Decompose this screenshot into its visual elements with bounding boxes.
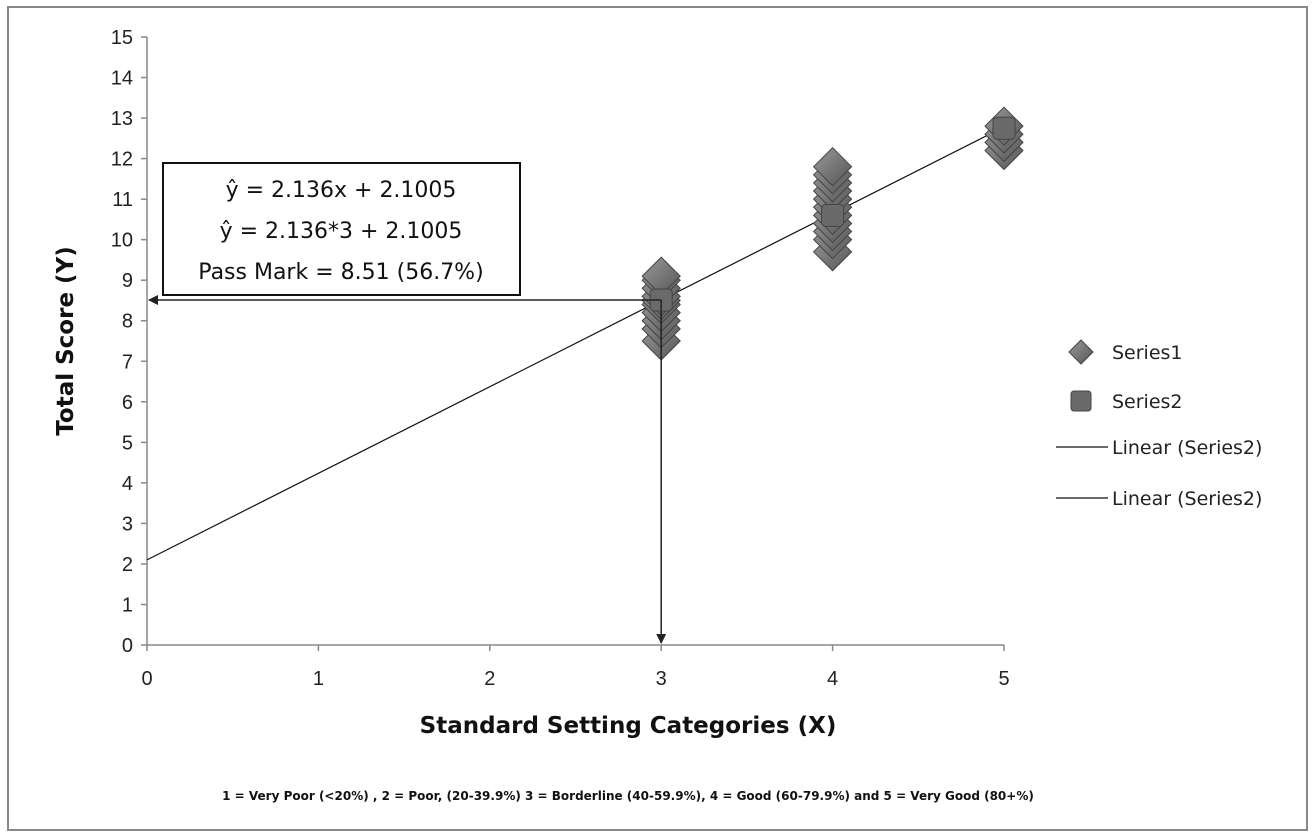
- chart-frame: [7, 6, 1308, 831]
- axes: [146, 37, 1004, 646]
- y-tick-label: 8: [122, 311, 133, 333]
- legend-trendline-label: Linear (Series2): [1112, 437, 1262, 459]
- x-ticks: 0 1 2 3 4 5: [141, 645, 1010, 690]
- y-tick-label: 11: [112, 189, 133, 211]
- series2-point: [992, 116, 1016, 140]
- y-tick-label: 14: [111, 68, 133, 90]
- x-tick-label: 5: [998, 668, 1009, 690]
- x-tick-label: 2: [484, 668, 495, 690]
- legend: Series1 Series2 Linear (Series2) Linear (Se…: [1056, 339, 1262, 510]
- y-tick-label: 6: [122, 392, 133, 414]
- x-tick-label: 0: [141, 668, 152, 690]
- y-tick-label: 2: [122, 554, 133, 576]
- x-axis-title: Standard Setting Categories (X): [420, 713, 837, 739]
- y-tick-label: 13: [111, 108, 133, 130]
- trendline-layer: [146, 126, 1005, 561]
- equation-line-2: ŷ = 2.136*3 + 2.1005: [220, 219, 463, 244]
- x-tick-label: 3: [656, 668, 667, 690]
- y-tick-label: 3: [122, 513, 133, 535]
- series2-point: [821, 203, 845, 227]
- y-tick-label: 5: [122, 432, 133, 454]
- legend-series2-marker: [1070, 390, 1092, 412]
- y-tick-label: 12: [111, 149, 133, 171]
- legend-series1-marker: [1068, 339, 1094, 365]
- legend-trendline-label: Linear (Series2): [1112, 488, 1262, 510]
- category-footnote: 1 = Very Poor (<20%) , 2 = Poor, (20-39.…: [222, 789, 1034, 803]
- pass-mark-guides: [148, 295, 667, 644]
- legend-series1-label: Series1: [1112, 342, 1183, 364]
- x-tick-label: 1: [313, 668, 324, 690]
- y-tick-label: 15: [111, 27, 133, 49]
- y-tick-label: 0: [122, 635, 133, 657]
- trendline: [146, 126, 1005, 561]
- y-tick-label: 7: [122, 351, 133, 373]
- equation-line-3: Pass Mark = 8.51 (56.7%): [198, 260, 483, 285]
- y-tick-label: 4: [122, 473, 133, 495]
- y-tick-label: 9: [122, 270, 133, 292]
- y-axis-title: Total Score (Y): [53, 246, 79, 435]
- equation-box-border: [162, 162, 521, 296]
- x-tick-label: 4: [827, 668, 838, 690]
- y-tick-label: 10: [111, 230, 133, 252]
- equation-box: ŷ = 2.136x + 2.1005 ŷ = 2.136*3 + 2.1005…: [162, 162, 521, 296]
- points-layer: [641, 106, 1024, 361]
- legend-series2-label: Series2: [1112, 391, 1183, 413]
- equation-line-1: ŷ = 2.136x + 2.1005: [226, 178, 457, 203]
- y-tick-label: 1: [122, 594, 133, 616]
- series1-point: [812, 146, 853, 187]
